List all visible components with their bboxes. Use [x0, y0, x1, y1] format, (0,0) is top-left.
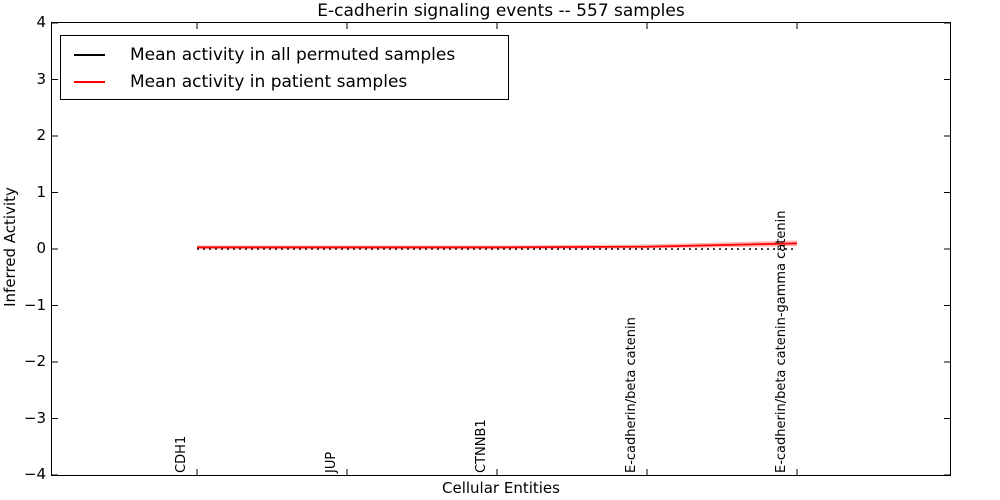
y-tick-label: −3	[23, 408, 46, 427]
y-axis-label: Inferred Activity	[1, 187, 19, 307]
y-tick-label: 1	[36, 182, 46, 201]
y-tick-label: 0	[36, 239, 46, 257]
x-axis-label: Cellular Entities	[442, 479, 560, 497]
y-tick-label: 2	[36, 126, 46, 144]
legend-line-sample	[74, 53, 105, 56]
legend-label: Mean activity in patient samples	[130, 71, 408, 92]
y-tick-label: 4	[36, 13, 46, 31]
legend-label: Mean activity in all permuted samples	[130, 44, 456, 65]
x-tick-label: CTNNB1	[474, 419, 489, 473]
chart-canvas	[52, 23, 950, 475]
y-tick-label: −4	[23, 465, 46, 483]
y-tick-label: −1	[23, 295, 46, 314]
legend-item: Mean activity in patient samples	[61, 68, 508, 95]
chart-title: E-cadherin signaling events -- 557 sampl…	[317, 1, 685, 21]
x-tick-label: E-cadherin/beta catenin	[624, 317, 639, 473]
series-line-patient	[197, 242, 798, 249]
x-tick-label: CDH1	[174, 435, 189, 473]
legend-item: Mean activity in all permuted samples	[61, 41, 508, 68]
y-tick-label: 3	[36, 69, 46, 88]
y-tick-label: −2	[23, 352, 46, 370]
legend: Mean activity in all permuted samples Mea…	[60, 35, 509, 100]
x-tick-label: JUP	[324, 451, 339, 473]
x-tick-label: E-cadherin/beta catenin-gamma catenin	[774, 210, 789, 473]
plot-area: Mean activity in all permuted samples Mea…	[51, 22, 951, 476]
legend-line-sample	[74, 80, 105, 83]
